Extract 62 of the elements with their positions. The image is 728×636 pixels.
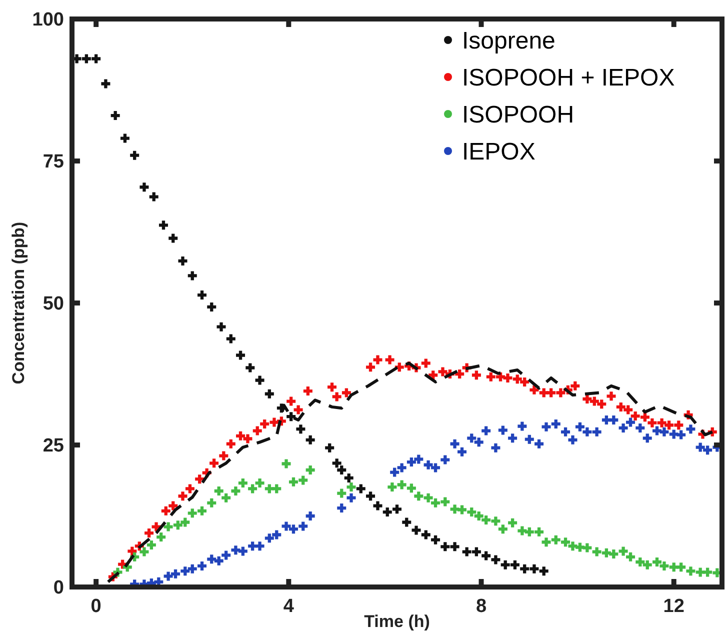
point [198,290,206,300]
point [392,504,402,514]
point [344,473,354,482]
y-tick-label: 0 [53,578,64,599]
point [264,389,274,398]
point [337,465,346,474]
y-tick-label: 25 [42,436,64,457]
y-tick-label: 50 [42,294,64,315]
legend-label: Isoprene [462,27,556,54]
point [101,79,110,88]
point [168,234,178,243]
point [500,560,510,570]
point [286,412,296,422]
point [92,54,101,64]
point [82,54,91,64]
point [431,535,440,544]
point [356,484,366,494]
point [366,492,376,501]
x-tick-label: 8 [476,596,487,617]
point [440,542,450,552]
y-axis-title: Concentration (ppb) [9,222,28,384]
point [373,501,382,510]
legend-label: IEPOX [462,138,536,166]
x-tick-label: 12 [663,596,684,617]
legend-label: ISOPOOH [462,101,574,128]
point [178,256,188,266]
point [188,271,197,280]
point [158,220,168,230]
point [296,424,306,434]
point [539,566,548,576]
point [421,530,430,540]
y-tick-label: 75 [42,152,64,173]
point [216,322,226,332]
point [491,555,500,564]
point [530,564,539,574]
point [149,192,158,202]
point [306,435,315,444]
legend-label: ISOPOOH + IEPOX [462,64,675,92]
point [482,551,491,560]
point [110,111,120,120]
point [472,547,481,556]
point [255,376,264,385]
point [246,363,255,372]
point [510,560,520,570]
point [120,134,130,143]
x-tick-label: 0 [90,596,102,617]
point [325,443,334,452]
point [450,542,460,552]
point [402,518,412,527]
point [140,182,149,192]
y-tick-label: 100 [32,10,64,31]
point [207,302,216,312]
x-axis-title: Time (h) [364,612,430,631]
point [226,334,236,344]
point [332,458,342,468]
point [130,150,140,160]
point [520,564,530,574]
point [382,508,392,517]
point [412,526,421,535]
point [462,547,472,556]
x-tick-label: 4 [283,596,294,617]
point [236,350,246,360]
